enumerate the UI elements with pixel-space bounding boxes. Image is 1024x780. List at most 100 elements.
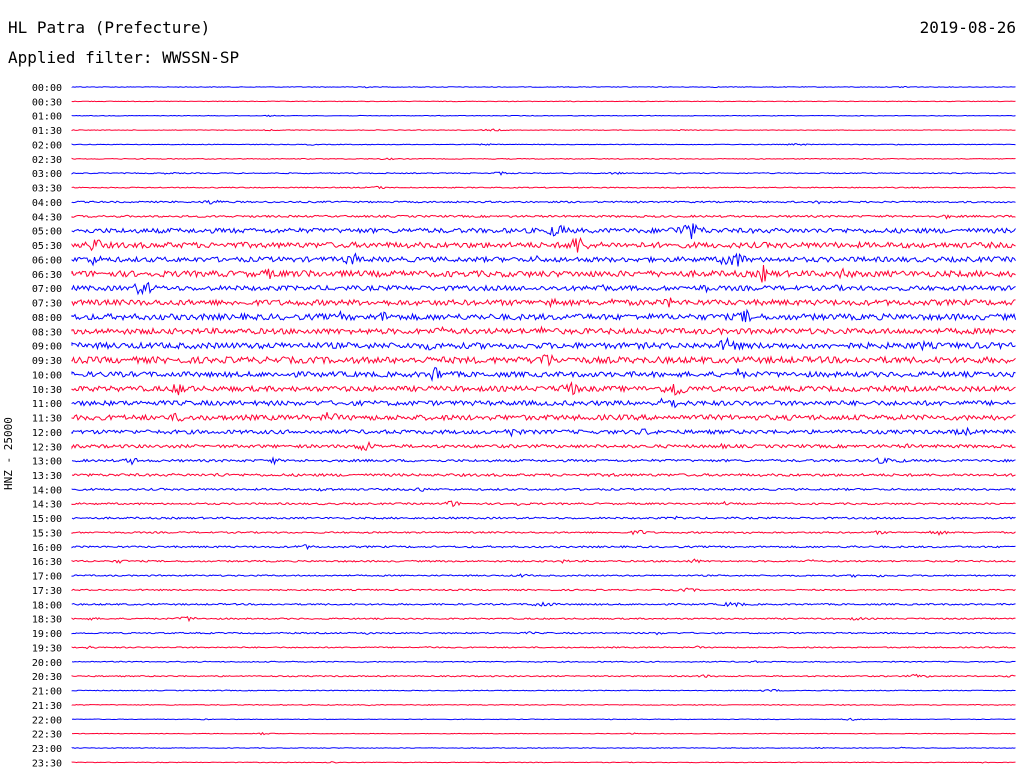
row-time-label: 08:30: [32, 327, 62, 338]
row-time-label: 15:30: [32, 528, 62, 539]
trace-2100: [71, 688, 1016, 693]
row-time-label: 02:00: [32, 140, 62, 151]
trace-1830: [71, 615, 1016, 623]
row-time-label: 19:00: [32, 629, 62, 640]
row-time-label: 00:30: [32, 97, 62, 108]
row-time-label: 12:30: [32, 442, 62, 453]
row-time-label: 01:30: [32, 126, 62, 137]
trace-2130: [71, 703, 1016, 707]
row-time-label: 20:00: [32, 658, 62, 669]
trace-0730: [71, 297, 1016, 309]
trace-0830: [71, 325, 1016, 336]
row-time-label: 21:30: [32, 701, 62, 712]
row-time-label: 11:30: [32, 414, 62, 425]
row-time-label: 09:30: [32, 356, 62, 367]
row-time-label: 03:30: [32, 184, 62, 195]
row-time-label: 05:00: [32, 227, 62, 238]
row-time-label: 23:00: [32, 744, 62, 755]
row-time-label: 14:30: [32, 500, 62, 511]
trace-1300: [71, 456, 1016, 466]
trace-0130: [71, 128, 1016, 132]
row-time-label: 02:30: [32, 155, 62, 166]
trace-0000: [71, 86, 1016, 89]
trace-1400: [71, 487, 1016, 492]
trace-1000: [71, 366, 1016, 382]
row-time-label: 22:00: [32, 715, 62, 726]
row-time-label: 18:30: [32, 615, 62, 626]
trace-1700: [71, 573, 1016, 578]
trace-0200: [71, 143, 1016, 146]
row-time-label: 01:00: [32, 112, 62, 123]
trace-1030: [71, 380, 1016, 396]
row-time-label: 05:30: [32, 241, 62, 252]
row-time-label: 16:30: [32, 557, 62, 568]
station-title: HL Patra (Prefecture): [8, 18, 211, 37]
row-time-label: 17:00: [32, 572, 62, 583]
trace-1200: [71, 426, 1016, 438]
trace-1530: [71, 529, 1016, 536]
trace-1230: [71, 440, 1016, 452]
trace-2300: [71, 746, 1016, 750]
trace-0430: [71, 214, 1016, 220]
row-time-label: 13:00: [32, 457, 62, 468]
trace-1730: [71, 587, 1016, 593]
row-time-label: 16:00: [32, 543, 62, 554]
row-time-label: 03:00: [32, 169, 62, 180]
row-time-label: 19:30: [32, 643, 62, 654]
row-time-label: 04:00: [32, 198, 62, 209]
trace-0600: [71, 252, 1016, 267]
row-time-label: 10:00: [32, 370, 62, 381]
row-time-label: 00:00: [32, 83, 62, 94]
row-time-label: 20:30: [32, 672, 62, 683]
trace-2000: [71, 660, 1016, 664]
row-time-label: 11:00: [32, 399, 62, 410]
trace-0900: [71, 336, 1016, 352]
trace-0530: [71, 236, 1016, 253]
trace-0800: [71, 308, 1016, 323]
trace-0330: [71, 185, 1016, 190]
row-time-label: 08:00: [32, 313, 62, 324]
trace-1130: [71, 412, 1016, 422]
row-time-label: 21:00: [32, 687, 62, 698]
trace-2330: [71, 761, 1016, 764]
trace-0630: [71, 264, 1016, 283]
trace-2230: [72, 731, 1016, 736]
row-time-label: 06:30: [32, 270, 62, 281]
trace-0700: [71, 281, 1016, 296]
trace-0400: [71, 199, 1016, 205]
filter-label: Applied filter: WWSSN-SP: [8, 48, 240, 67]
row-time-label: 04:30: [32, 212, 62, 223]
row-time-label: 15:00: [32, 514, 62, 525]
row-time-label: 23:30: [32, 758, 62, 769]
row-time-label: 07:30: [32, 299, 62, 310]
trace-1800: [71, 601, 1016, 608]
row-time-label: 10:30: [32, 385, 62, 396]
row-time-label: 22:30: [32, 730, 62, 741]
trace-1930: [71, 645, 1016, 650]
trace-2200: [71, 717, 1016, 721]
row-time-label: 12:00: [32, 428, 62, 439]
trace-2030: [71, 673, 1016, 678]
trace-1630: [71, 558, 1016, 564]
trace-1500: [71, 515, 1016, 520]
date-label: 2019-08-26: [919, 18, 1016, 37]
trace-0500: [71, 223, 1016, 240]
trace-0030: [71, 100, 1016, 103]
row-time-label: 07:00: [32, 284, 62, 295]
row-time-label: 18:00: [32, 600, 62, 611]
trace-0100: [71, 114, 1016, 118]
row-time-label: 13:30: [32, 471, 62, 482]
row-time-label: 09:00: [32, 342, 62, 353]
trace-1100: [71, 397, 1016, 409]
trace-1430: [71, 500, 1016, 508]
row-time-label: 17:30: [32, 586, 62, 597]
trace-1600: [71, 544, 1016, 551]
trace-1330: [71, 472, 1016, 478]
row-time-label: 06:00: [32, 255, 62, 266]
trace-0300: [71, 171, 1016, 176]
row-time-label: 14:00: [32, 485, 62, 496]
trace-1900: [71, 631, 1016, 636]
trace-0230: [71, 157, 1016, 161]
trace-0930: [71, 353, 1016, 367]
